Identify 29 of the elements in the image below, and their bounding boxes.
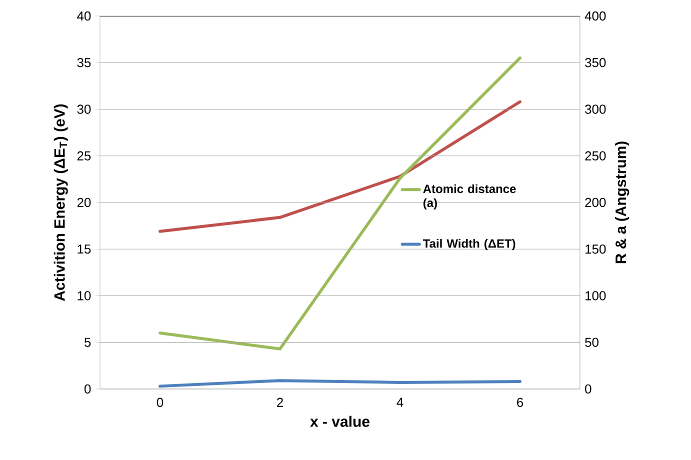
y2-axis-title: R & a (Angstrum)	[615, 142, 630, 264]
y2-tick-label: 250	[585, 151, 606, 160]
y2-tick-label: 150	[586, 244, 606, 254]
x-tick-label: 0	[156, 398, 164, 407]
x-axis-title: x - value	[310, 416, 370, 427]
y2-tick-label: 300	[585, 104, 606, 114]
y-tick-label: 25	[77, 151, 91, 160]
y2-tick-label: 50	[585, 338, 598, 347]
y-tick-label: 0	[84, 384, 91, 394]
y-tick-label: 35	[77, 58, 91, 68]
line-series	[158, 56, 522, 350]
y2-tick-label: 0	[585, 384, 592, 394]
x-tick-label: 4	[396, 398, 404, 407]
legend-label: Atomic distance (a)	[423, 184, 516, 210]
line-series	[158, 100, 522, 233]
y2-tick-label: 100	[586, 291, 606, 300]
y-tick-label: 20	[77, 198, 91, 208]
y2-tick-label: 200	[585, 198, 606, 208]
legend-label: Tail Width (ΔET)	[423, 238, 516, 250]
y2-tick-label: 350	[585, 58, 606, 68]
y2-tick-label: 400	[584, 11, 606, 21]
y-axis-title: Activition Energy (ΔE$_{T}$) (eV)	[54, 104, 68, 301]
x-tick-label: 6	[517, 398, 524, 407]
x-tick-label: 2	[277, 398, 283, 407]
y-tick-label: 15	[78, 244, 91, 254]
y-tick-label: 40	[77, 11, 91, 21]
y-tick-label: 10	[78, 291, 91, 300]
y-tick-label: 30	[77, 104, 91, 114]
y-tick-label: 5	[84, 338, 91, 347]
